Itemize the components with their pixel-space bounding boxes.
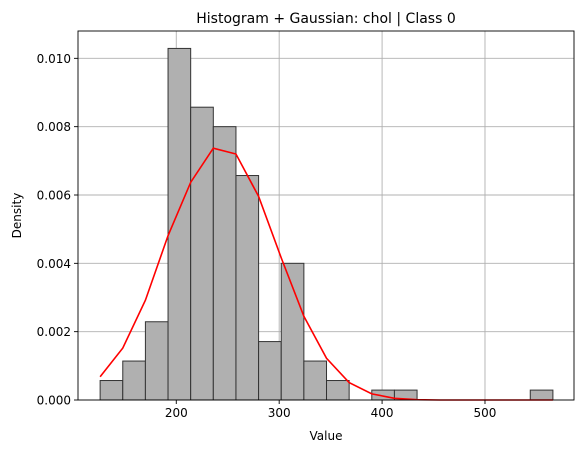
x-axis-label: Value — [310, 429, 343, 443]
y-tick-label: 0.006 — [37, 189, 71, 203]
histogram-bar — [122, 360, 146, 401]
x-tick-label: 200 — [165, 406, 188, 420]
y-tick-label: 0.002 — [37, 325, 71, 339]
chart-title: Histogram + Gaussian: chol | Class 0 — [196, 11, 456, 27]
plot-frame — [77, 30, 575, 401]
y-tick-label: 0.010 — [37, 52, 71, 66]
x-axis-ticks: 200 300 400 500 — [165, 400, 497, 420]
histogram-bar — [167, 47, 192, 401]
histogram-bar — [235, 175, 260, 401]
histogram-bar — [99, 380, 124, 401]
histogram-bar — [190, 106, 214, 401]
y-axis-ticks: 0.000 0.002 0.004 0.006 0.008 0.010 — [37, 52, 78, 408]
histogram-bar — [529, 389, 554, 401]
y-tick-label: 0.000 — [37, 394, 71, 408]
x-tick-label: 500 — [474, 406, 497, 420]
histogram-bar — [144, 321, 169, 401]
histogram-bars — [99, 47, 554, 401]
y-tick-label: 0.008 — [37, 120, 71, 134]
histogram-bar — [303, 360, 328, 401]
y-axis-label: Density — [10, 193, 24, 239]
histogram-bar — [258, 341, 282, 401]
histogram-bar — [212, 126, 237, 401]
y-tick-label: 0.004 — [37, 257, 71, 271]
x-tick-label: 400 — [371, 406, 394, 420]
histogram-bar — [280, 262, 305, 401]
x-tick-label: 300 — [268, 406, 291, 420]
histogram-bar — [326, 380, 350, 401]
